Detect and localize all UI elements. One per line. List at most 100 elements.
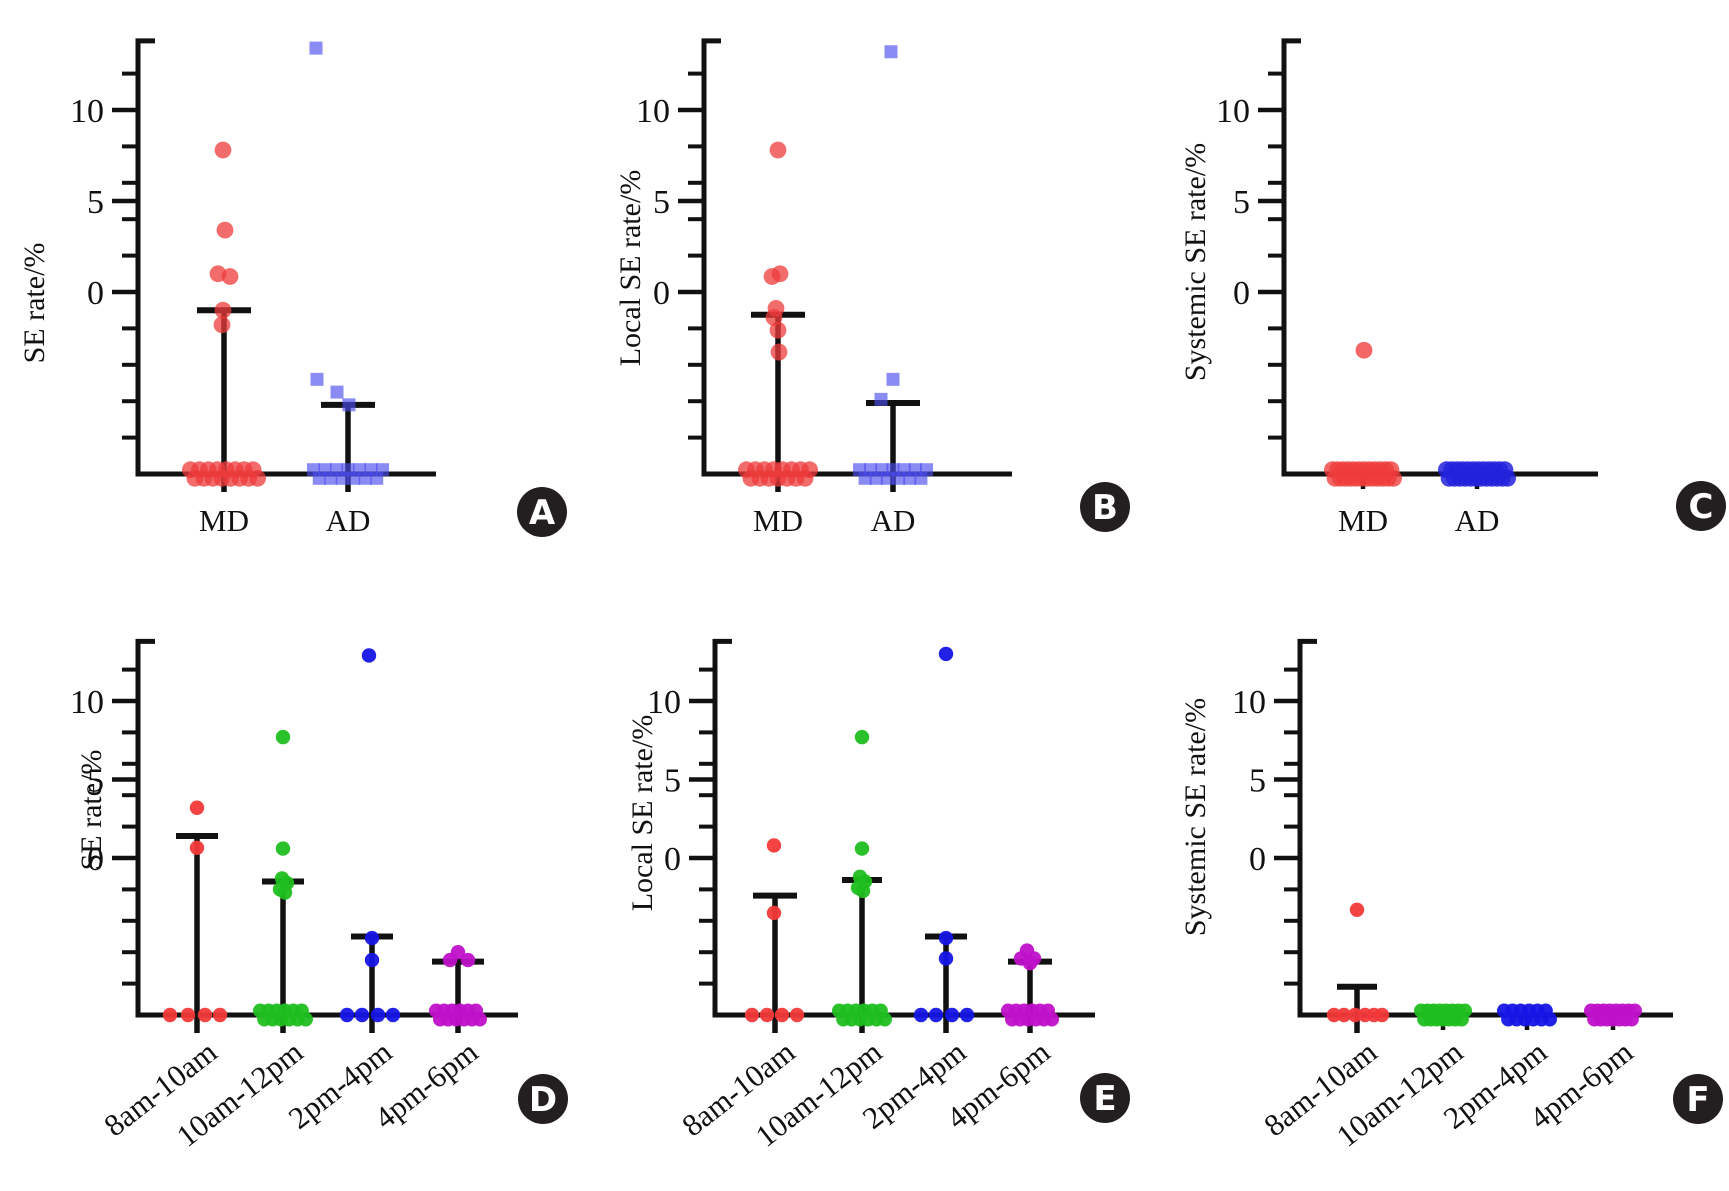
data-point [769, 141, 787, 159]
y-tick-label: 0 [87, 841, 104, 878]
panel-F: 10508am-10am10am-12pm2pm-4pm4pm-6pmSyste… [1179, 638, 1723, 1154]
baseline-cluster-point [298, 1012, 313, 1027]
y-tick-label: 5 [87, 763, 104, 800]
data-point [938, 646, 954, 662]
y-tick-label: 10 [70, 93, 104, 130]
panel-badge [1080, 1073, 1130, 1123]
baseline-cluster-point [774, 1007, 790, 1023]
y-tick-label: 0 [653, 275, 670, 312]
data-point [275, 729, 291, 745]
baseline-cluster-point [913, 1007, 929, 1023]
panel-badge [518, 1074, 568, 1124]
data-point [770, 343, 788, 361]
y-tick-label: 5 [664, 763, 681, 800]
data-point [189, 840, 205, 855]
data-point [766, 905, 782, 921]
panel-A: 10 5 0 MD AD SE rate/% A [18, 38, 567, 538]
panel-badge-label: C [1689, 487, 1714, 527]
panel-badge [517, 487, 567, 537]
panel-badge-label: B [1092, 488, 1118, 528]
category-label: AD [326, 503, 371, 538]
baseline-cluster-point [1542, 1012, 1558, 1027]
panel-badge-label: E [1093, 1079, 1116, 1119]
data-point [275, 841, 291, 856]
y-tick-label: 0 [87, 275, 104, 312]
panel-E: 10508am-10am10am-12pm2pm-4pm4pm-6pmLocal… [626, 638, 1130, 1154]
baseline-cluster-point [928, 1007, 944, 1023]
data-point [765, 309, 783, 326]
data-point [855, 883, 871, 899]
baseline-cluster-point [162, 1007, 178, 1023]
baseline-cluster-point [944, 1007, 960, 1023]
category-label: MD [199, 503, 249, 538]
data-point [277, 885, 293, 900]
baseline-cluster-point [1347, 1007, 1363, 1023]
data-point [769, 321, 787, 339]
baseline-cluster-point [1499, 469, 1516, 487]
baseline-cluster-point [1457, 1003, 1473, 1018]
data-point [214, 141, 232, 159]
baseline-cluster-point [744, 1007, 760, 1023]
panel-badge [1080, 482, 1130, 532]
data-point [221, 268, 239, 285]
baseline-cluster-point [1385, 469, 1402, 487]
panel-badge-label: D [529, 1080, 557, 1120]
baseline-cluster-point [759, 1007, 775, 1023]
y-axis-title: Systemic SE rate/% [1179, 698, 1212, 936]
data-point [364, 952, 380, 968]
data-point [854, 729, 870, 745]
data-point [310, 372, 324, 386]
baseline-cluster-point [376, 463, 389, 477]
data-point [938, 930, 954, 946]
baseline-cluster-point [472, 1012, 487, 1027]
y-tick-label: 10 [1232, 684, 1266, 721]
baseline-cluster-point [339, 1007, 355, 1023]
data-point [309, 41, 323, 55]
y-tick-label: 10 [647, 684, 681, 721]
baseline-cluster-point [1044, 1012, 1060, 1027]
y-tick-label: 5 [1249, 763, 1266, 800]
y-tick-label: 5 [1233, 184, 1250, 221]
y-tick-label: 10 [1216, 93, 1250, 130]
data-point [213, 316, 231, 334]
data-point [330, 385, 344, 399]
data-point [1355, 341, 1373, 359]
data-point [342, 398, 356, 412]
data-point [364, 930, 380, 946]
baseline-cluster-point [180, 1007, 196, 1023]
y-axis-title: SE rate/% [18, 243, 51, 364]
baseline-cluster-point [1627, 1003, 1643, 1018]
y-axis-title: Local SE rate/% [626, 715, 659, 912]
panel-badge [1676, 481, 1726, 531]
y-tick-label: 5 [87, 184, 104, 221]
data-point [874, 392, 888, 406]
data-point [938, 951, 954, 966]
baseline-cluster-point [385, 1007, 401, 1023]
baseline-cluster-point [1374, 1007, 1390, 1023]
baseline-cluster-point [1326, 1007, 1342, 1023]
y-axis-title: Local SE rate/% [614, 170, 647, 367]
baseline-cluster-point [197, 1007, 213, 1023]
baseline-cluster-point [789, 1007, 805, 1023]
panel-badge [1673, 1074, 1723, 1124]
baseline-cluster-point [1336, 1007, 1352, 1023]
y-tick-label: 0 [1249, 841, 1266, 878]
baseline-cluster-point [877, 1012, 892, 1027]
data-point [216, 221, 234, 239]
data-point [189, 800, 205, 815]
data-point [1022, 955, 1038, 971]
baseline-cluster-point [354, 1007, 370, 1023]
y-axis-title: SE rate/% [75, 750, 108, 871]
data-point [854, 841, 870, 856]
baseline-cluster-point [370, 1007, 386, 1023]
data-point [460, 952, 476, 968]
data-point [763, 268, 781, 285]
baseline-cluster-point [920, 463, 933, 477]
data-point [886, 372, 900, 386]
y-tick-label: 10 [636, 93, 670, 130]
baseline-cluster-point [959, 1007, 975, 1023]
category-label: MD [753, 503, 803, 538]
